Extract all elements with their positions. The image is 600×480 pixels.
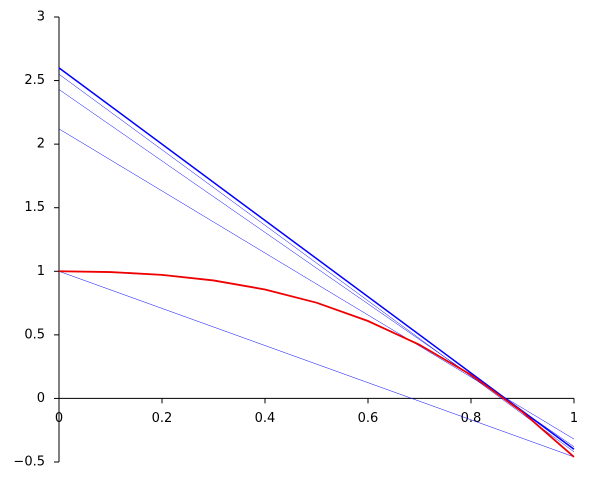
- x-tick-label: 0.4: [255, 411, 276, 426]
- series-line: [58, 270, 575, 458]
- series-line: [58, 67, 575, 450]
- y-tick-label: 0: [37, 391, 45, 406]
- y-tick-label: 1: [37, 264, 45, 279]
- y-tick-label: 3: [37, 10, 45, 25]
- x-tick-label: 0: [55, 411, 63, 426]
- y-tick-label: −0.5: [13, 455, 45, 470]
- y-tick-label: 1.5: [24, 200, 45, 215]
- y-tick-label: 2.5: [24, 73, 45, 88]
- y-tick-label: 2: [37, 137, 45, 152]
- series-line: [58, 74, 575, 453]
- x-tick-label: 0.2: [152, 411, 173, 426]
- series-line: [58, 271, 575, 458]
- y-tick-label: 0.5: [24, 327, 45, 342]
- x-tick-label: 0.6: [358, 411, 379, 426]
- x-tick-label: 0.8: [461, 411, 482, 426]
- x-tick-label: 1: [570, 411, 578, 426]
